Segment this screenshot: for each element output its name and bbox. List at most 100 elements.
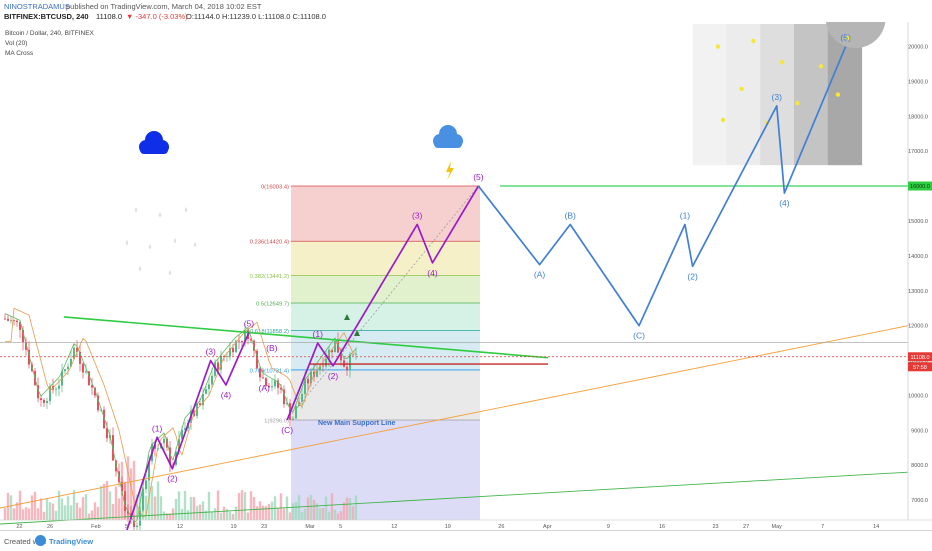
rain-cloud-icon: [433, 125, 463, 148]
x-tick-label: 16: [659, 524, 665, 530]
candle-body: [91, 385, 93, 388]
candle-body: [226, 356, 228, 358]
volume-bar: [255, 506, 259, 520]
candle-body: [58, 385, 60, 389]
volume-bar: [150, 486, 154, 520]
volume-bar: [15, 502, 19, 520]
footer-bar: Created with TradingView: [0, 530, 932, 551]
legend-symbol: Bitcoin / Dollar, 240, BITFINEX: [5, 30, 95, 37]
candle-body: [229, 348, 231, 357]
candle-body: [316, 370, 318, 377]
wave-label: (5): [840, 33, 851, 43]
wave-label: (1): [313, 329, 324, 339]
volume-bar: [318, 508, 322, 520]
volume-bar: [57, 490, 61, 520]
volume-bar: [258, 501, 262, 520]
candle-body: [319, 365, 321, 371]
x-tick-label: 26: [47, 524, 53, 530]
ohlc-values: O:11144.0 H:11239.0 L:11108.0 C:11108.0: [186, 12, 326, 21]
candle-body: [133, 520, 135, 527]
wave-series-1: [125, 332, 250, 532]
x-tick-label: 12: [177, 524, 183, 530]
wave-label: (B): [565, 210, 577, 220]
volume-bar: [240, 490, 244, 520]
star-icon: [739, 86, 744, 92]
volume-bar: [42, 511, 46, 520]
sky-panel: [726, 24, 761, 166]
volume-bar: [99, 485, 103, 520]
volume-bar: [345, 497, 349, 520]
chart-area[interactable]: 0(16003.4) 0.236(14420.4) 0.382(13441.2) 0.…: [0, 0, 932, 535]
price-chart[interactable]: 0(16003.4) 0.236(14420.4) 0.382(13441.2) 0.…: [0, 0, 932, 535]
legend-volume[interactable]: Vol (20): [5, 40, 27, 47]
volume-bar: [162, 511, 166, 520]
fib-level-label: 0(16003.4): [261, 185, 289, 191]
volume-bar: [303, 508, 307, 520]
raindrop-icon: [125, 240, 129, 245]
fib-level-label: 0.382(13441.2): [250, 274, 289, 280]
candle-body: [295, 406, 297, 419]
volume-bar: [261, 505, 265, 520]
bar-countdown-badge: 57:58: [913, 365, 927, 371]
wave-label: (A): [534, 270, 546, 280]
legend-ma-cross[interactable]: MA Cross: [5, 50, 34, 57]
target-price-badge-bg: [908, 181, 932, 191]
volume-bar: [354, 495, 358, 520]
candle-body: [322, 365, 324, 367]
wave-label: (4): [427, 268, 438, 278]
volume-bar: [321, 508, 325, 520]
bar-countdown-badge-bg: [908, 362, 932, 372]
fib-zone: [291, 369, 480, 420]
volume-bar: [108, 491, 112, 520]
volume-bar: [279, 493, 283, 520]
volume-bar: [288, 512, 292, 520]
volume-bar: [165, 513, 169, 520]
volume-bar: [90, 510, 94, 520]
candle-body: [10, 320, 12, 322]
sky-panel: [760, 24, 795, 166]
volume-bar: [27, 508, 31, 520]
candle-body: [205, 389, 207, 394]
sky-panel: [692, 24, 727, 166]
candle-body: [19, 321, 21, 330]
volume-bar: [264, 506, 268, 520]
tree-icon: [344, 314, 350, 320]
volume-bar: [66, 496, 70, 520]
y-tick-label: 8000.0: [911, 463, 928, 469]
price-axis[interactable]: [908, 22, 932, 530]
candle-body: [292, 418, 294, 420]
x-tick-label: 19: [445, 524, 451, 530]
fib-level-label: 0.618(11858.2): [250, 329, 289, 335]
candle-body: [268, 385, 270, 388]
volume-bar: [168, 513, 172, 520]
y-tick-label: 9000.0: [911, 428, 928, 434]
candle-body: [4, 318, 6, 320]
cloud-part: [140, 145, 168, 154]
symbol-label[interactable]: BITFINEX:BTCUSD, 240: [4, 12, 89, 21]
y-tick-label: 15000.0: [908, 219, 928, 225]
candle-body: [73, 347, 75, 359]
raindrop-icon: [134, 207, 138, 212]
x-tick-label: 5: [339, 524, 342, 530]
brand-name[interactable]: TradingView: [49, 537, 94, 546]
wave-label: (A): [259, 383, 271, 393]
wave-label: (3): [205, 347, 216, 357]
wave-label: (2): [328, 371, 339, 381]
cloud-part: [434, 139, 462, 148]
price-change: ▼ -347.0 (-3.03%): [126, 12, 188, 21]
candle-body: [301, 393, 303, 402]
author-name[interactable]: NINOSTRADAMUS: [4, 2, 70, 11]
candle-body: [250, 339, 252, 341]
long-term-support-line: [0, 471, 909, 525]
volume-bar: [3, 508, 7, 520]
y-tick-label: 10000.0: [908, 393, 928, 399]
wave-label: (5): [473, 172, 484, 182]
candle-body: [70, 358, 72, 367]
volume-bar: [147, 482, 151, 520]
candle-body: [211, 375, 213, 385]
current-price-badge: 11108.0: [910, 355, 929, 361]
candle-body: [55, 388, 57, 390]
candle-body: [94, 387, 96, 396]
candle-body: [127, 511, 129, 514]
x-tick-label: Mar: [305, 524, 315, 530]
